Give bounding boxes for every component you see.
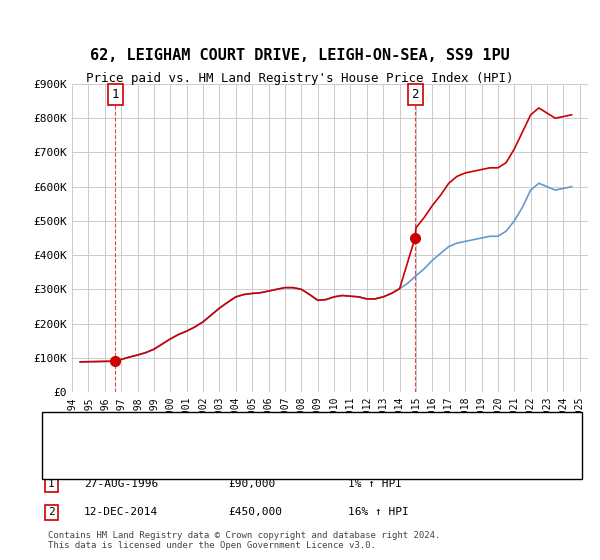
Text: £90,000: £90,000 bbox=[228, 479, 275, 489]
Text: Price paid vs. HM Land Registry's House Price Index (HPI): Price paid vs. HM Land Registry's House … bbox=[86, 72, 514, 85]
Text: HPI: Average price, detached house, Southend-on-Sea: HPI: Average price, detached house, Sout… bbox=[90, 454, 409, 464]
Text: 62, LEIGHAM COURT DRIVE, LEIGH-ON-SEA, SS9 1PU: 62, LEIGHAM COURT DRIVE, LEIGH-ON-SEA, S… bbox=[90, 49, 510, 63]
Text: 62, LEIGHAM COURT DRIVE, LEIGH-ON-SEA, SS9 1PU (detached house): 62, LEIGHAM COURT DRIVE, LEIGH-ON-SEA, S… bbox=[90, 428, 484, 438]
Text: 16% ↑ HPI: 16% ↑ HPI bbox=[348, 507, 409, 517]
Text: 1: 1 bbox=[48, 479, 55, 489]
Text: 2: 2 bbox=[411, 88, 419, 101]
Text: —: — bbox=[60, 423, 72, 442]
Text: Contains HM Land Registry data © Crown copyright and database right 2024.
This d: Contains HM Land Registry data © Crown c… bbox=[48, 530, 440, 550]
Text: 1% ↑ HPI: 1% ↑ HPI bbox=[348, 479, 402, 489]
Text: 1: 1 bbox=[112, 88, 119, 101]
Text: 27-AUG-1996: 27-AUG-1996 bbox=[84, 479, 158, 489]
Text: £450,000: £450,000 bbox=[228, 507, 282, 517]
Text: —: — bbox=[60, 450, 72, 469]
Text: 2: 2 bbox=[48, 507, 55, 517]
Text: 12-DEC-2014: 12-DEC-2014 bbox=[84, 507, 158, 517]
